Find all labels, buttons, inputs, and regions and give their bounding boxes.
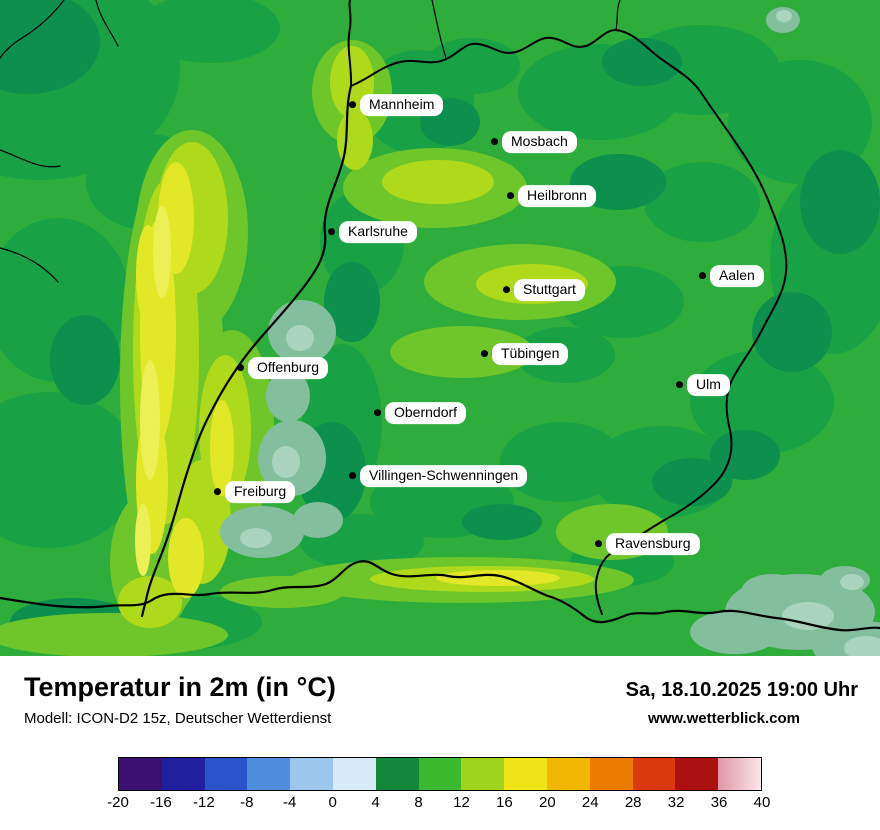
map-pale-teal-fill: [240, 10, 880, 656]
colorbar-segment: [718, 758, 761, 790]
colorbar-tick-label: -12: [193, 794, 215, 811]
colorbar-tick-label: 20: [538, 794, 556, 811]
colorbar-tick-label: 28: [624, 794, 642, 811]
map-title: Temperatur in 2m (in °C): [24, 672, 336, 702]
weather-map: Mannheim Mosbach Heilbronn Karlsruhe Stuttga…: [0, 0, 880, 656]
colorbar-segment: [632, 758, 676, 790]
colorbar-segment: [375, 758, 419, 790]
colorbar-segment: [119, 758, 162, 790]
map-datetime: Sa, 18.10.2025 19:00 Uhr: [625, 679, 858, 701]
colorbar-tick-label: 12: [453, 794, 470, 811]
website-text: www.wetterblick.com: [648, 710, 800, 727]
temperature-map-graphic: [0, 0, 880, 656]
temperature-colorbar: -20 -16 -12 -8 -4 0 4 8 12 16 20 24 28 32 36 40: [107, 757, 770, 816]
colorbar-segment: [675, 758, 719, 790]
colorbar-segment: [461, 758, 505, 790]
colorbar-segment: [418, 758, 462, 790]
colorbar-tick-label: 4: [371, 794, 380, 811]
colorbar-tick-label: 16: [496, 794, 513, 811]
map-pale-yellow-fill: [135, 206, 171, 576]
colorbar-segment: [161, 758, 205, 790]
colorbar-segment: [332, 758, 376, 790]
colorbar-segments: [118, 757, 762, 791]
colorbar-tick-label: -4: [283, 794, 297, 811]
colorbar-tick-label: -20: [107, 794, 129, 811]
map-footer: Temperatur in 2m (in °C) Sa, 18.10.2025 …: [0, 656, 880, 830]
colorbar-tick-label: -8: [240, 794, 254, 811]
map-dark-green-fill: [0, 0, 880, 646]
colorbar-tick-label: 8: [414, 794, 423, 811]
colorbar-segment: [504, 758, 547, 790]
colorbar-segment: [290, 758, 333, 790]
colorbar-tick-label: 24: [581, 794, 599, 811]
colorbar-tick-label: 36: [710, 794, 728, 811]
model-info: Modell: ICON-D2 15z, Deutscher Wetterdie…: [24, 710, 332, 727]
colorbar-segment: [546, 758, 590, 790]
colorbar-tick-label: 40: [753, 794, 771, 811]
colorbar-segment: [589, 758, 633, 790]
colorbar-tick-labels: -20 -16 -12 -8 -4 0 4 8 12 16 20 24 28 32 36 40: [107, 794, 770, 816]
colorbar-tick-label: 0: [328, 794, 337, 811]
colorbar-segment: [204, 758, 248, 790]
colorbar-tick-label: 32: [667, 794, 685, 811]
colorbar-segment: [247, 758, 291, 790]
colorbar-tick-label: -16: [150, 794, 172, 811]
border-lines: [0, 0, 880, 632]
